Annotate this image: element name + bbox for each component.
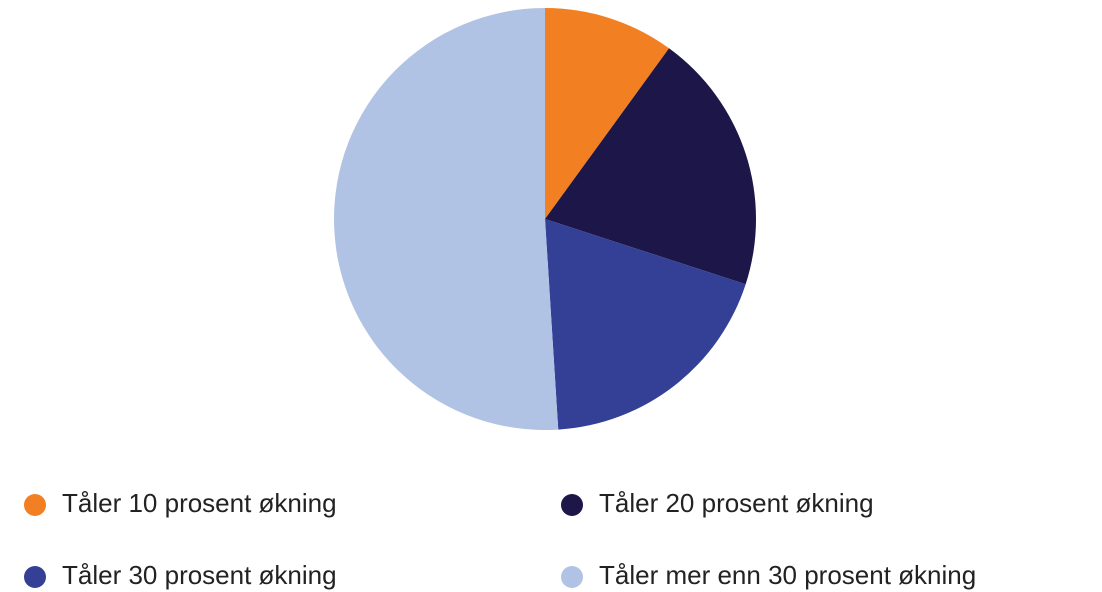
- pie-slice: [545, 219, 746, 430]
- legend-label: Tåler 20 prosent økning: [599, 488, 874, 518]
- pie-slice: [545, 8, 670, 219]
- legend-label: Tåler 10 prosent økning: [62, 488, 337, 518]
- legend-marker: [24, 566, 46, 588]
- legend-marker: [561, 494, 583, 516]
- legend-label: Tåler mer enn 30 prosent økning: [599, 560, 976, 590]
- legend-marker: [24, 494, 46, 516]
- pie-slice: [334, 8, 559, 430]
- pie-slice: [545, 48, 756, 285]
- legend-marker: [561, 566, 583, 588]
- legend-label: Tåler 30 prosent økning: [62, 560, 337, 590]
